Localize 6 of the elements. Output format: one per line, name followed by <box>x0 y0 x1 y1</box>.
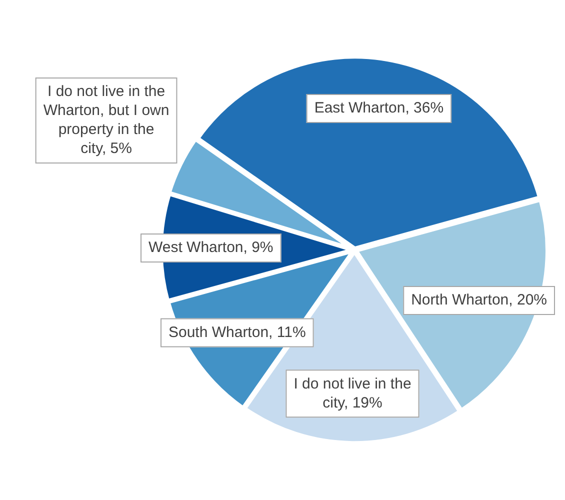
slice-label: West Wharton, 9% <box>148 239 274 256</box>
slice-label: South Wharton, 11% <box>168 324 306 341</box>
slice-label: I do not live in the Wharton, but I own property in the city, 5% <box>43 83 170 158</box>
slice-label: I do not live in the city, 19% <box>294 375 412 412</box>
slice-label: North Wharton, 20% <box>411 292 548 309</box>
slice-label: East Wharton, 36% <box>314 100 444 117</box>
